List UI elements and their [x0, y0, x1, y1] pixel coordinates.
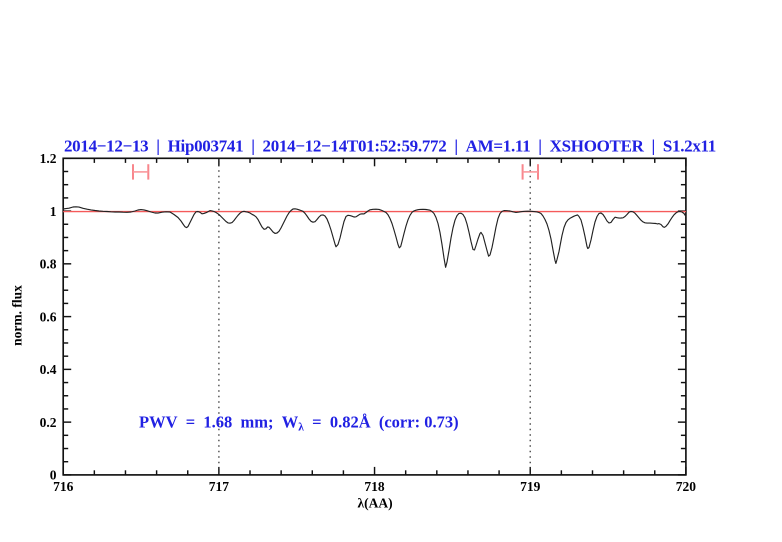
svg-text:PWV = 1.68 mm; Wλ = 0.82: PWV = 1.68 mm; Wλ = 0.82Å (corr: 0.73): [139, 413, 459, 434]
svg-text:2014−12−13 | Hip003741 | 2: 2014−12−13 | Hip003741 | 2014−12−14T01:5…: [64, 136, 716, 155]
svg-text:λ(AA): λ(AA): [357, 495, 392, 510]
svg-text:norm. flux: norm. flux: [10, 285, 25, 346]
svg-text:719: 719: [520, 479, 541, 494]
svg-text:717: 717: [209, 479, 230, 494]
svg-text:0.2: 0.2: [40, 415, 57, 430]
svg-text:0.8: 0.8: [40, 257, 57, 272]
svg-text:720: 720: [676, 479, 697, 494]
svg-text:718: 718: [364, 479, 385, 494]
svg-text:1.2: 1.2: [40, 151, 57, 166]
svg-text:0.6: 0.6: [40, 309, 57, 324]
svg-text:0: 0: [50, 468, 57, 483]
svg-text:1: 1: [50, 204, 57, 219]
svg-text:0.4: 0.4: [40, 362, 57, 377]
svg-text:716: 716: [53, 479, 74, 494]
